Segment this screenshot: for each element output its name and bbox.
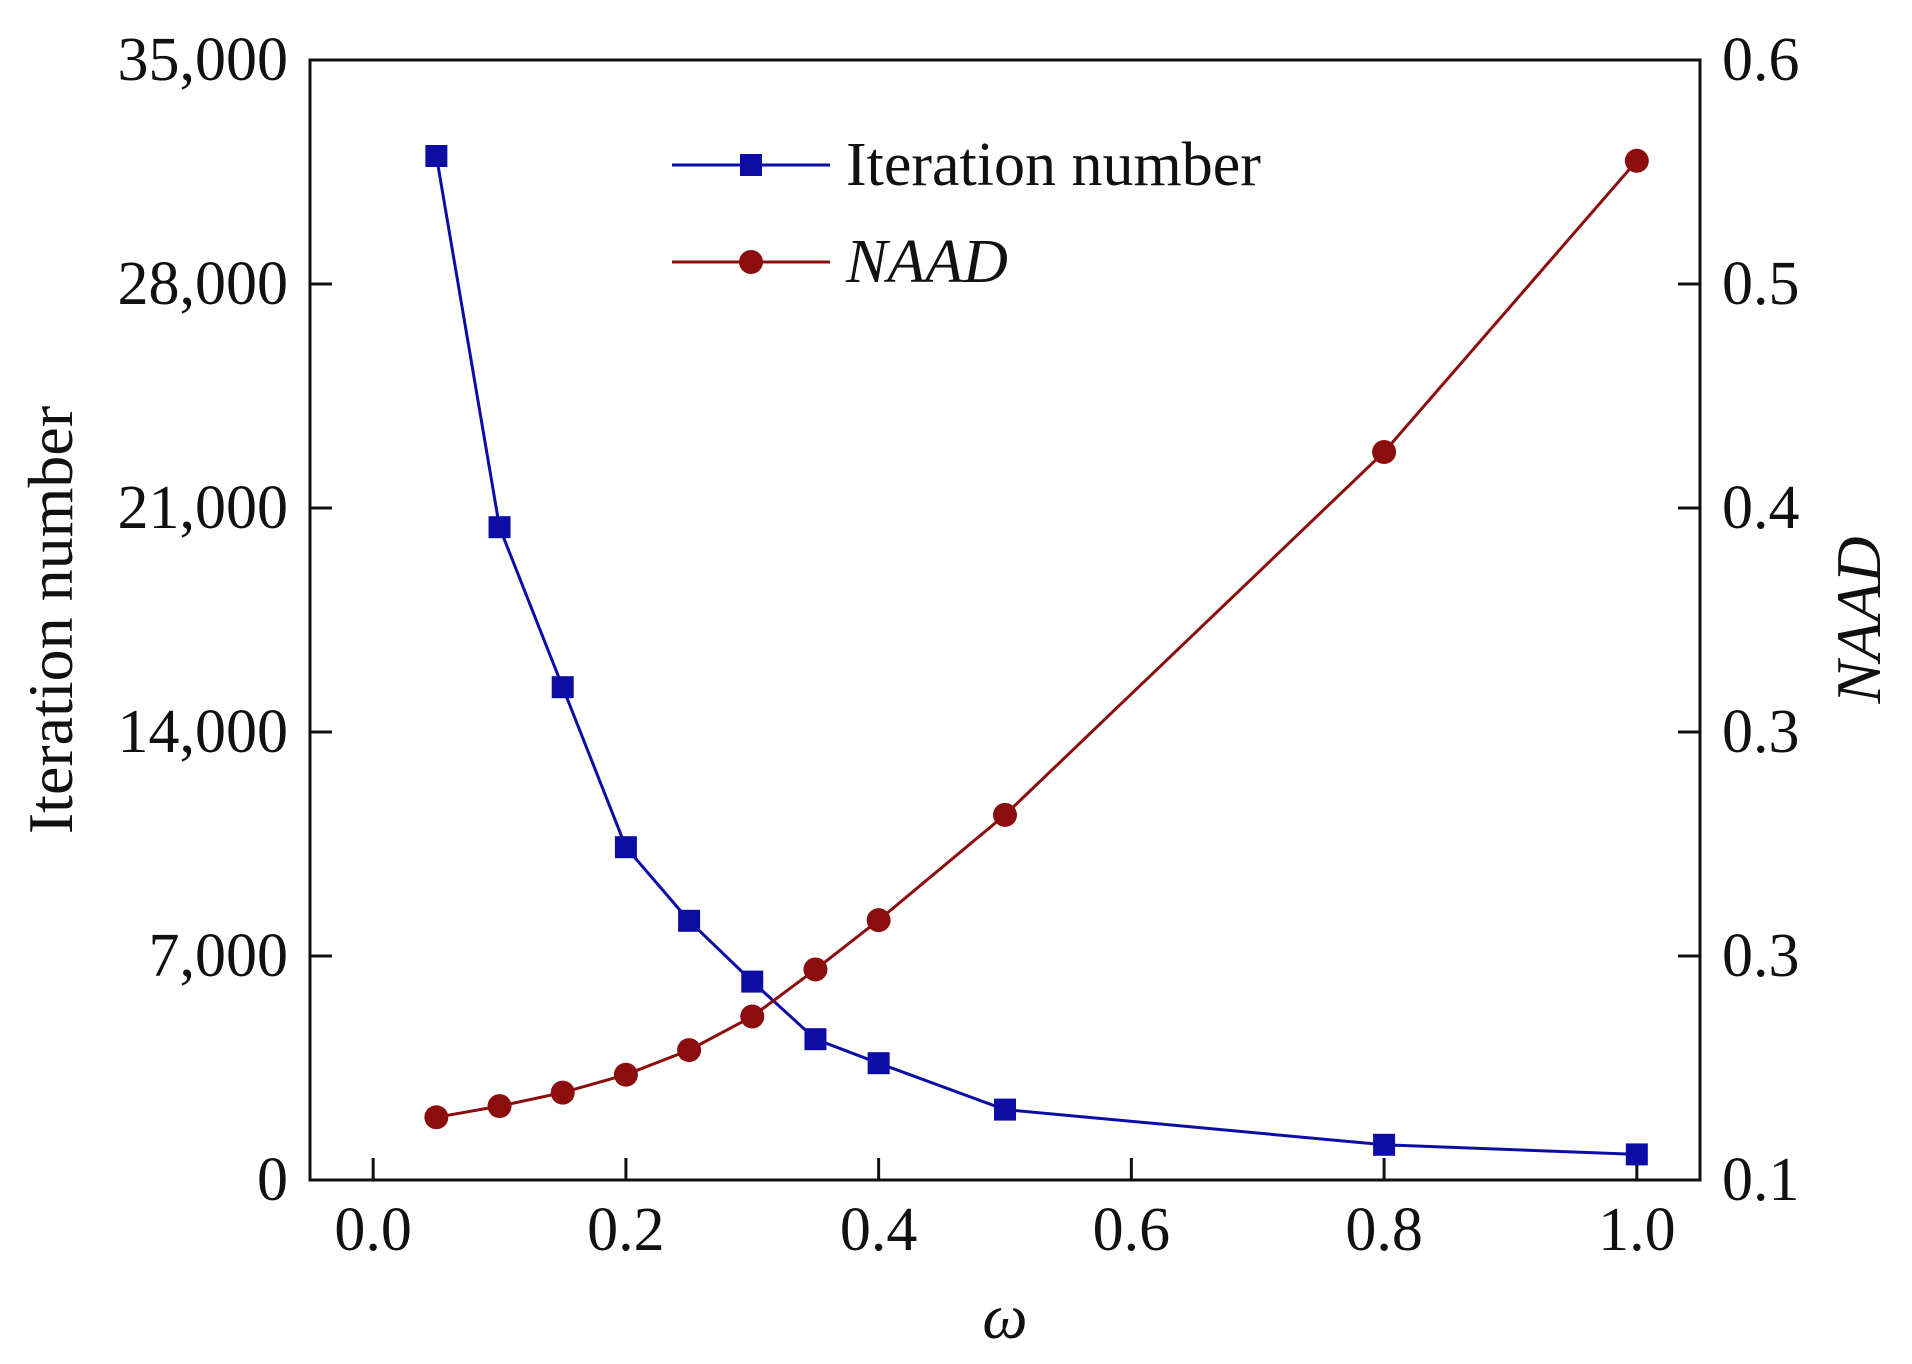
- series-line-1: [436, 159, 1638, 1119]
- series-1-point-6: [803, 957, 828, 982]
- x-axis-title: ω: [982, 1281, 1027, 1352]
- series-0-point-5: [741, 970, 764, 993]
- legend-marker-0: [740, 154, 762, 176]
- plot-frame: [308, 58, 1702, 1182]
- legend-marker-1: [739, 250, 763, 274]
- series-0-point-9: [1373, 1133, 1396, 1156]
- y-right-tick-label-1: 0.3: [1722, 922, 1800, 990]
- y-left-tick-label-0: 0: [257, 1146, 288, 1214]
- series-1-point-5: [740, 1004, 765, 1029]
- series-0-point-1: [488, 516, 511, 539]
- series-1-point-8: [993, 802, 1017, 827]
- y-right-tick-label-3: 0.4: [1722, 474, 1800, 542]
- series-1-point-9: [1372, 440, 1397, 464]
- x-tick-label-0: 0.0: [334, 1196, 412, 1264]
- x-tick-label-4: 0.8: [1345, 1196, 1423, 1264]
- series-line-0: [434, 155, 1637, 1156]
- y-right-tick-label-2: 0.3: [1722, 698, 1800, 766]
- series-1-point-2: [550, 1080, 575, 1105]
- x-tick-label-3: 0.6: [1093, 1196, 1171, 1264]
- y-right-tick-label-0: 0.1: [1722, 1146, 1800, 1214]
- series-0-point-4: [678, 909, 701, 932]
- legend: Iteration number NAAD: [672, 131, 1261, 296]
- y-right-tick-label-4: 0.5: [1722, 250, 1800, 318]
- series-0-point-3: [614, 836, 637, 859]
- series-1-point-7: [866, 908, 891, 933]
- series-0-point-2: [551, 676, 574, 699]
- series-0-point-0: [425, 145, 448, 167]
- y-left-tick-label-4: 28,000: [118, 250, 289, 318]
- x-tick-label-1: 0.2: [587, 1196, 665, 1264]
- series-0-point-8: [994, 1098, 1016, 1121]
- series-0-point-7: [867, 1052, 890, 1075]
- y-left-tick-label-1: 7,000: [149, 922, 289, 990]
- y-right-tick-label-5: 0.6: [1722, 26, 1800, 94]
- y-left-tick-label-3: 21,000: [118, 474, 289, 542]
- y-right-axis-title: NAAD: [1823, 536, 1894, 704]
- x-tick-label-2: 0.4: [840, 1196, 918, 1264]
- series-1-point-1: [487, 1094, 512, 1119]
- y-left-tick-label-2: 14,000: [118, 698, 289, 766]
- series-1-point-0: [424, 1105, 449, 1130]
- y-left-axis-title: Iteration number: [15, 406, 86, 834]
- series-1-point-10: [1624, 148, 1649, 173]
- series-1-point-4: [677, 1038, 702, 1063]
- series-layer: [424, 145, 1649, 1166]
- series-1-point-3: [613, 1062, 638, 1087]
- series-0-point-10: [1625, 1143, 1648, 1166]
- x-tick-label-5: 1.0: [1598, 1196, 1676, 1264]
- axes-layer: 0.0 0.2 0.4 0.6 0.8 1.0 0 7,000 14,000 21,000 28,0…: [15, 26, 1894, 1352]
- y-left-tick-label-5: 35,000: [118, 26, 289, 94]
- legend-label-1: NAAD: [845, 228, 1008, 296]
- legend-label-0: Iteration number: [846, 131, 1261, 199]
- series-0-point-6: [804, 1028, 827, 1051]
